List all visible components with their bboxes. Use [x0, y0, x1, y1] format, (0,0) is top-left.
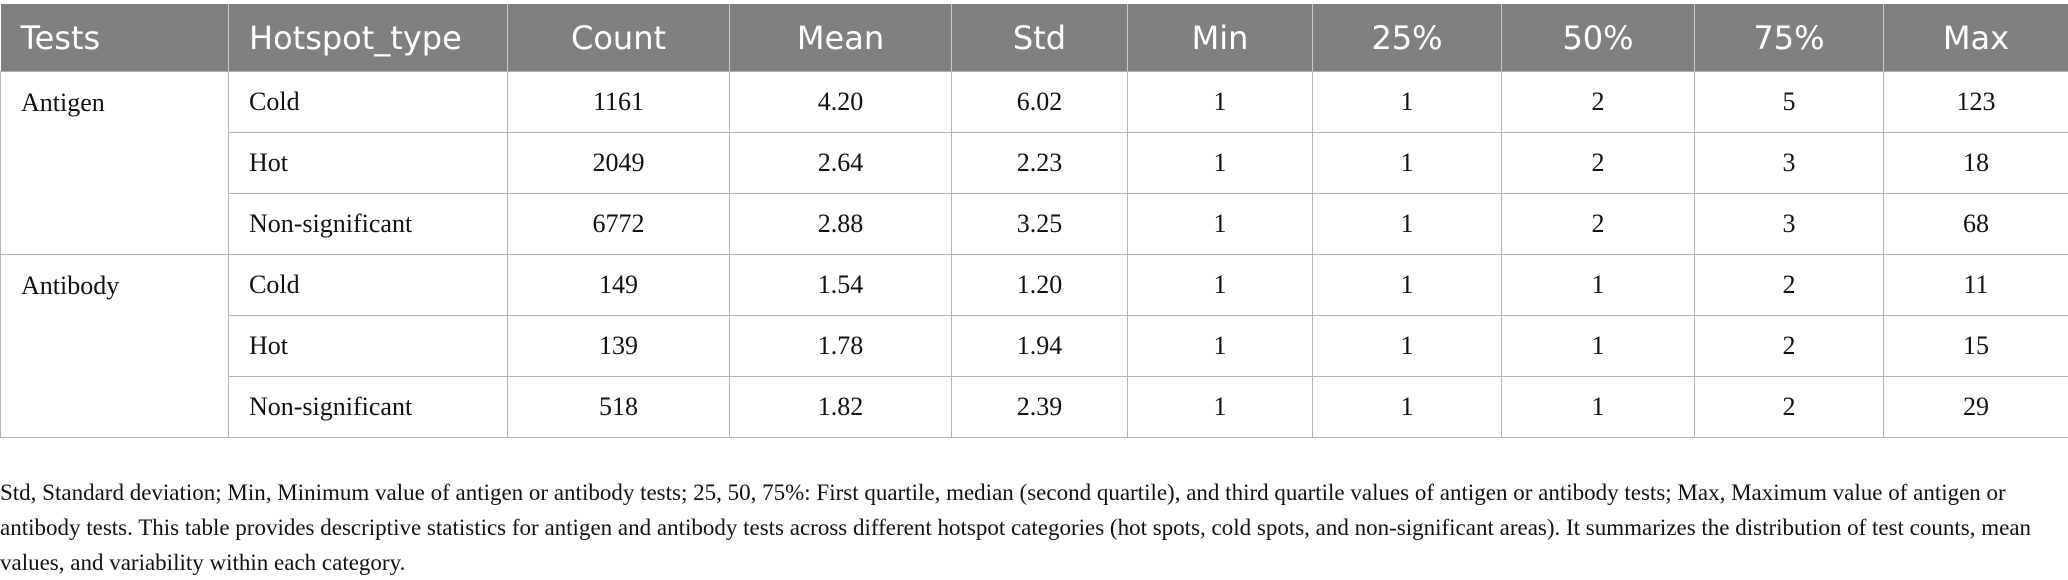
q50-cell: 2 [1502, 72, 1695, 133]
std-cell: 6.02 [952, 72, 1128, 133]
table-row: Non-significant 6772 2.88 3.25 1 1 2 3 6… [1, 194, 2068, 255]
max-cell: 123 [1884, 72, 2068, 133]
mean-cell: 2.64 [730, 133, 952, 194]
std-cell: 2.23 [952, 133, 1128, 194]
q50-cell: 2 [1502, 194, 1695, 255]
q25-cell: 1 [1313, 72, 1502, 133]
header-std: Std [952, 4, 1128, 72]
header-50: 50% [1502, 4, 1695, 72]
table-row: Antibody Cold 149 1.54 1.20 1 1 1 2 11 [1, 255, 2068, 316]
q75-cell: 2 [1695, 316, 1884, 377]
mean-cell: 2.88 [730, 194, 952, 255]
hotspot-type-cell: Non-significant [229, 377, 508, 438]
header-mean: Mean [730, 4, 952, 72]
header-row: Tests Hotspot_type Count Mean Std Min 25… [1, 4, 2068, 72]
header-count: Count [508, 4, 730, 72]
header-25: 25% [1313, 4, 1502, 72]
table-row: Hot 139 1.78 1.94 1 1 1 2 15 [1, 316, 2068, 377]
mean-cell: 4.20 [730, 72, 952, 133]
q75-cell: 2 [1695, 377, 1884, 438]
table-container: Tests Hotspot_type Count Mean Std Min 25… [0, 4, 2068, 438]
std-cell: 3.25 [952, 194, 1128, 255]
count-cell: 1161 [508, 72, 730, 133]
hotspot-type-cell: Cold [229, 255, 508, 316]
min-cell: 1 [1128, 377, 1313, 438]
header-min: Min [1128, 4, 1313, 72]
max-cell: 18 [1884, 133, 2068, 194]
table-footnote: Std, Standard deviation; Min, Minimum va… [0, 475, 2060, 580]
q50-cell: 1 [1502, 377, 1695, 438]
hotspot-type-cell: Cold [229, 72, 508, 133]
descriptive-statistics-table: Tests Hotspot_type Count Mean Std Min 25… [0, 4, 2068, 438]
std-cell: 1.94 [952, 316, 1128, 377]
max-cell: 15 [1884, 316, 2068, 377]
table-row: Non-significant 518 1.82 2.39 1 1 1 2 29 [1, 377, 2068, 438]
q50-cell: 2 [1502, 133, 1695, 194]
min-cell: 1 [1128, 316, 1313, 377]
header-hotspot-type: Hotspot_type [229, 4, 508, 72]
q75-cell: 3 [1695, 194, 1884, 255]
count-cell: 6772 [508, 194, 730, 255]
q25-cell: 1 [1313, 255, 1502, 316]
std-cell: 1.20 [952, 255, 1128, 316]
mean-cell: 1.54 [730, 255, 952, 316]
table-row: Hot 2049 2.64 2.23 1 1 2 3 18 [1, 133, 2068, 194]
min-cell: 1 [1128, 72, 1313, 133]
hotspot-type-cell: Non-significant [229, 194, 508, 255]
count-cell: 518 [508, 377, 730, 438]
q25-cell: 1 [1313, 316, 1502, 377]
header-tests: Tests [1, 4, 229, 72]
table-row: Antigen Cold 1161 4.20 6.02 1 1 2 5 123 [1, 72, 2068, 133]
min-cell: 1 [1128, 133, 1313, 194]
q50-cell: 1 [1502, 255, 1695, 316]
test-name-cell: Antigen [1, 72, 229, 255]
max-cell: 29 [1884, 377, 2068, 438]
q50-cell: 1 [1502, 316, 1695, 377]
max-cell: 68 [1884, 194, 2068, 255]
hotspot-type-cell: Hot [229, 133, 508, 194]
mean-cell: 1.78 [730, 316, 952, 377]
test-name-cell: Antibody [1, 255, 229, 438]
q75-cell: 3 [1695, 133, 1884, 194]
header-75: 75% [1695, 4, 1884, 72]
q75-cell: 5 [1695, 72, 1884, 133]
q25-cell: 1 [1313, 194, 1502, 255]
count-cell: 139 [508, 316, 730, 377]
count-cell: 2049 [508, 133, 730, 194]
mean-cell: 1.82 [730, 377, 952, 438]
header-max: Max [1884, 4, 2068, 72]
q75-cell: 2 [1695, 255, 1884, 316]
hotspot-type-cell: Hot [229, 316, 508, 377]
q25-cell: 1 [1313, 377, 1502, 438]
max-cell: 11 [1884, 255, 2068, 316]
std-cell: 2.39 [952, 377, 1128, 438]
q25-cell: 1 [1313, 133, 1502, 194]
count-cell: 149 [508, 255, 730, 316]
min-cell: 1 [1128, 194, 1313, 255]
min-cell: 1 [1128, 255, 1313, 316]
